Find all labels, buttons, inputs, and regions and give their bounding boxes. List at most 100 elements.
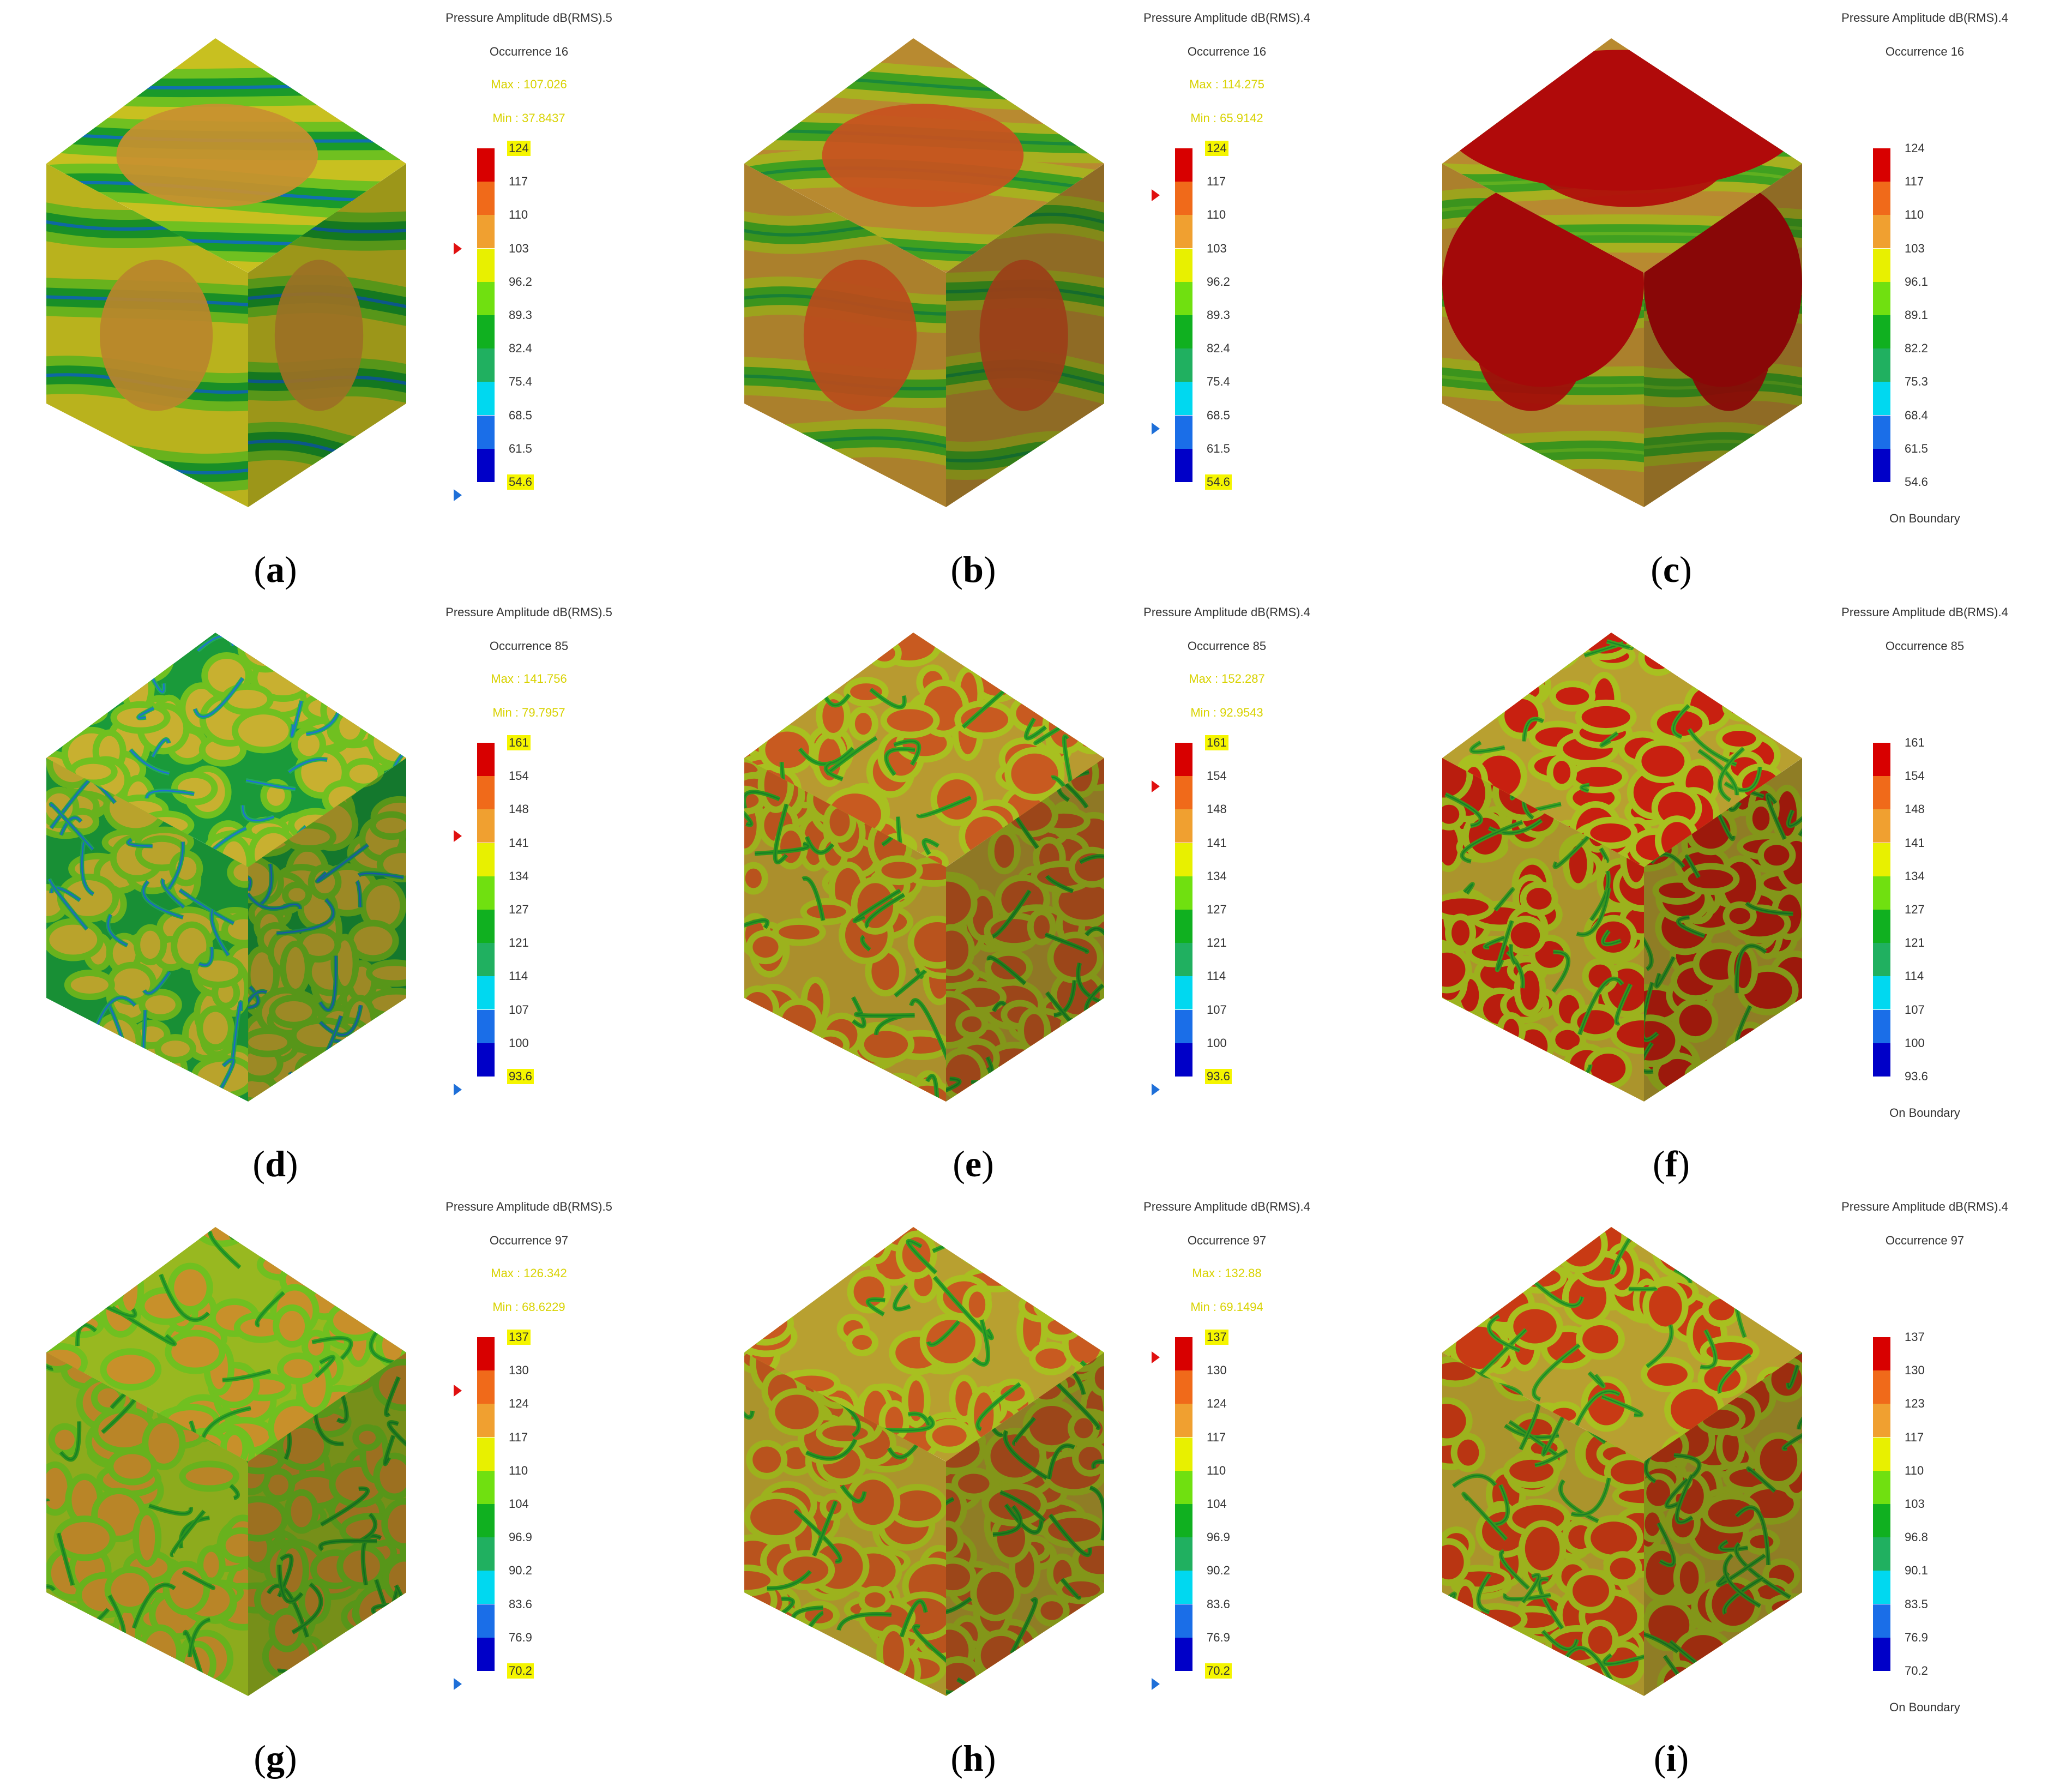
legend-tick-label: 96.8 <box>1905 1530 1928 1544</box>
legend-on-boundary: On Boundary <box>1889 1106 1960 1120</box>
legend-tick-label: 114 <box>1207 969 1226 983</box>
legend-tick-label: 130 <box>509 1363 529 1378</box>
color-scale-segment <box>1873 976 1890 1010</box>
legend-tick-label: 154 <box>1905 769 1925 783</box>
legend-min: Min : 79.7957 <box>492 706 565 719</box>
legend-tick-label: 121 <box>1207 936 1227 950</box>
legend-tick-label: 134 <box>1905 869 1925 883</box>
pressure-field-cube <box>1442 38 1802 507</box>
subfigure-panel: Pressure Amplitude dB(RMS).4 Occurrence 1… <box>698 0 1385 590</box>
legend-tick-label: 54.6 <box>1905 475 1928 489</box>
legend-tick-label: 117 <box>509 1430 528 1444</box>
legend-tick-label: 89.3 <box>1207 308 1230 322</box>
subfigure-panel: Pressure Amplitude dB(RMS).4 Occurrence 8… <box>1396 594 2072 1184</box>
legend-tick-label: 107 <box>509 1002 529 1017</box>
color-scale-segment <box>1175 1571 1192 1604</box>
pressure-field-cube <box>46 1227 406 1696</box>
color-scale-segment <box>1873 448 1890 482</box>
legend-tick-label: 117 <box>1207 1430 1226 1444</box>
color-scale-bar <box>477 1337 495 1671</box>
legend-tick-label: 127 <box>1207 903 1227 916</box>
color-scale-segment <box>1873 1337 1890 1370</box>
legend-tick-label: 104 <box>509 1497 529 1511</box>
color-scale-segment <box>477 382 495 416</box>
legend-title: Pressure Amplitude dB(RMS).4 <box>1841 605 2008 619</box>
legend-tick-label: 83.6 <box>509 1597 532 1611</box>
color-legend: Pressure Amplitude dB(RMS).4 Occurrence 9… <box>1123 1200 1330 1718</box>
color-scale-bar <box>1175 148 1192 482</box>
color-scale-bar <box>1175 1337 1192 1671</box>
color-scale-segment <box>1873 248 1890 282</box>
color-scale-segment <box>1175 1537 1192 1571</box>
pressure-field-cube <box>744 38 1104 507</box>
legend-title: Pressure Amplitude dB(RMS).4 <box>1841 11 2008 25</box>
legend-tick-label: 127 <box>1905 903 1925 916</box>
color-scale-segment <box>477 148 495 182</box>
color-scale-segment <box>477 943 495 977</box>
legend-tick-label: 130 <box>1207 1363 1227 1378</box>
color-scale-segment <box>477 1637 495 1671</box>
subfigure-caption: (d) <box>252 1143 298 1184</box>
legend-tick-label: 96.2 <box>1207 274 1230 288</box>
color-scale-segment <box>1873 910 1890 943</box>
legend-occurrence: Occurrence 16 <box>1885 45 1965 58</box>
legend-tick-label: 82.4 <box>509 341 532 356</box>
legend-min: Min : 37.8437 <box>492 111 565 125</box>
color-scale-segment <box>477 843 495 876</box>
color-scale-bar <box>477 148 495 482</box>
legend-tick-label: 61.5 <box>1905 441 1928 455</box>
color-scale-segment <box>477 1337 495 1370</box>
legend-tick-label: 76.9 <box>1207 1630 1230 1644</box>
cube-face-right <box>946 1352 1104 1696</box>
max-marker-icon <box>454 830 462 843</box>
pressure-field-cube <box>1442 633 1802 1102</box>
legend-tick-label: 141 <box>1207 835 1227 850</box>
color-scale-segment <box>1873 1437 1890 1471</box>
color-scale-segment <box>1873 281 1890 315</box>
legend-tick-label: 110 <box>1905 208 1924 222</box>
legend-occurrence: Occurrence 97 <box>1885 1234 1965 1247</box>
legend-tick-label: 161 <box>1905 736 1925 749</box>
color-legend: Pressure Amplitude dB(RMS).5 Occurrence 8… <box>425 605 633 1123</box>
color-scale-segment <box>1175 1437 1192 1471</box>
color-scale-segment <box>1175 348 1192 382</box>
subfigure-caption: (i) <box>1653 1737 1689 1779</box>
color-scale-bar <box>1873 743 1890 1077</box>
color-scale-segment <box>1175 215 1192 249</box>
color-scale-segment <box>1175 1009 1192 1043</box>
min-marker-icon <box>1152 423 1160 435</box>
pressure-field-cube <box>46 633 406 1102</box>
color-scale-segment <box>1175 1404 1192 1438</box>
max-marker-icon <box>1152 1351 1160 1363</box>
legend-occurrence: Occurrence 97 <box>1187 1234 1267 1247</box>
color-scale-segment <box>1175 1337 1192 1370</box>
color-scale-segment <box>1873 215 1890 249</box>
color-scale-segment <box>1873 1637 1890 1671</box>
color-scale-segment <box>1873 315 1890 348</box>
color-scale-segment <box>1175 281 1192 315</box>
color-legend: Pressure Amplitude dB(RMS).4 Occurrence 1… <box>1123 11 1330 529</box>
legend-tick-label: 154 <box>509 769 529 783</box>
color-scale-segment <box>1175 382 1192 416</box>
legend-tick-label: 89.3 <box>509 308 532 322</box>
legend-title: Pressure Amplitude dB(RMS).5 <box>445 11 612 25</box>
legend-tick-label: 114 <box>509 969 528 983</box>
legend-max: Max : 126.342 <box>491 1266 567 1280</box>
legend-tick-label: 96.9 <box>509 1530 532 1544</box>
legend-tick-label: 141 <box>1905 835 1925 850</box>
color-scale-segment <box>1873 809 1890 843</box>
color-scale-bar <box>477 743 495 1077</box>
legend-tick-label: 68.5 <box>509 408 532 422</box>
legend-tick-label: 103 <box>1905 241 1925 255</box>
color-scale-segment <box>1175 1470 1192 1504</box>
legend-tick-label: 107 <box>1207 1002 1227 1017</box>
caption-letter: g <box>266 1737 285 1779</box>
legend-tick-label: 70.2 <box>1205 1663 1232 1679</box>
color-legend: Pressure Amplitude dB(RMS).4 Occurrence 1… <box>1821 11 2028 529</box>
subfigure-panel: Pressure Amplitude dB(RMS).4 Occurrence 1… <box>1396 0 2072 590</box>
color-scale-segment <box>477 1370 495 1404</box>
color-scale-segment <box>477 348 495 382</box>
color-scale-segment <box>477 1043 495 1077</box>
color-legend: Pressure Amplitude dB(RMS).5 Occurrence 9… <box>425 1200 633 1718</box>
